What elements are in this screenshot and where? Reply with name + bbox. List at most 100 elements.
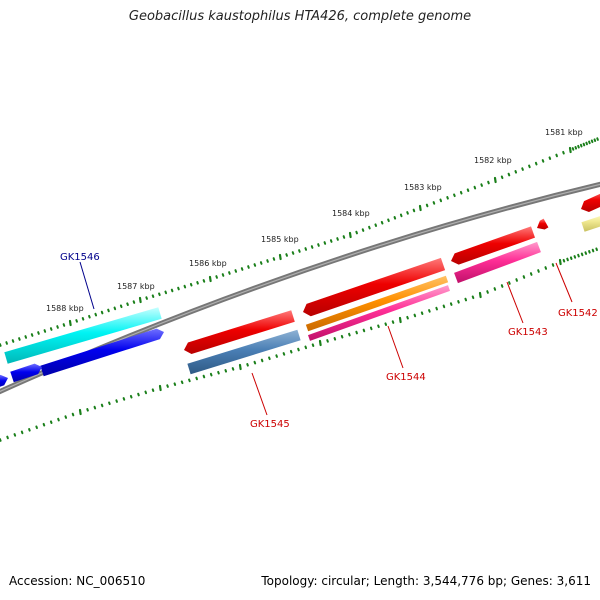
tick-dot [473, 185, 477, 190]
tick-dot [311, 343, 315, 347]
kbp-label: 1583 kbp [404, 183, 442, 192]
tick-dot [28, 428, 31, 432]
tick-dot [177, 286, 180, 291]
tick-dot [528, 164, 531, 169]
tick-dot [253, 263, 257, 267]
gene-blue-small-band [10, 363, 43, 383]
tick-major [418, 204, 422, 212]
tick-dot [209, 372, 213, 377]
tick-dot [151, 294, 155, 298]
tick-dot [246, 363, 249, 367]
tick-dot [361, 228, 365, 232]
tick-dot [487, 180, 490, 185]
kbp-label: 1581 kbp [545, 128, 583, 137]
tick-dot [304, 345, 308, 350]
tick-dot [480, 183, 483, 187]
tick-dot [562, 150, 565, 155]
tick-dot [57, 417, 60, 422]
gene-leader-line [387, 325, 404, 369]
gene-leader-line [506, 281, 524, 324]
tick-dot [577, 144, 580, 149]
tick-dot [507, 172, 511, 177]
tick-dot [234, 269, 238, 273]
tick-dot [362, 328, 366, 333]
tick-dot [137, 392, 140, 397]
gene-leader-line [79, 261, 95, 310]
tick-dot [166, 384, 169, 388]
tick-dot [355, 330, 358, 335]
tick-dot [49, 420, 53, 424]
tick-dot [500, 175, 504, 180]
tick-dot [435, 306, 438, 311]
genome-summary-text: Topology: circular; Length: 3,544,776 bp… [261, 574, 591, 588]
tick-dot [240, 267, 244, 271]
tick-dot [569, 256, 573, 260]
gene-gk1544-band [307, 285, 451, 341]
tick-dot [562, 258, 566, 263]
tick-dot [20, 430, 24, 435]
tick-dot [406, 315, 409, 320]
tick-dot [298, 249, 301, 253]
tick-dot [202, 374, 206, 379]
tick-major [238, 363, 242, 371]
tick-dot [566, 257, 569, 262]
tick-dot [37, 331, 40, 335]
tick-dot [439, 198, 443, 203]
tick-dot [522, 275, 526, 279]
tick-dot [413, 313, 417, 318]
tick-major [398, 316, 402, 324]
tick-dot [259, 261, 263, 265]
tick-dot [164, 290, 168, 295]
tick-dot [30, 333, 34, 337]
tick-dot [446, 196, 449, 200]
tick-dot [384, 322, 388, 326]
tick-dot [585, 141, 588, 146]
tick-dot [231, 367, 235, 371]
tick-dot [514, 170, 518, 174]
kbp-label: 1585 kbp [261, 235, 299, 244]
tick-dot [521, 167, 524, 171]
tick-dot [391, 320, 395, 324]
kbp-label: 1588 kbp [46, 304, 84, 313]
tick-dot [342, 235, 346, 239]
tick-dot [459, 190, 463, 195]
tick-dot [11, 339, 15, 343]
tick-dot [369, 326, 373, 331]
tick-dot [326, 339, 329, 343]
tick-dot [170, 288, 174, 293]
tick-dot [173, 382, 177, 386]
tick-dot [115, 399, 118, 403]
tick-dot [62, 323, 66, 327]
tick-dot [333, 337, 337, 341]
tick-dot [571, 147, 575, 151]
genome-title: Geobacillus kaustophilus HTA426, complet… [128, 9, 472, 24]
tick-dot [580, 252, 584, 257]
tick-dot [548, 156, 552, 160]
tick-dot [590, 139, 594, 144]
tick-dot [588, 250, 591, 254]
tick-dot [268, 356, 271, 361]
tick-dot [126, 302, 129, 306]
tick-dot [544, 266, 548, 270]
tick-dot [310, 245, 314, 249]
tick-dot [340, 334, 344, 339]
tick-dot [317, 243, 320, 247]
tick-dot [196, 281, 199, 285]
tick-dot [285, 253, 288, 257]
tick-dot [108, 401, 111, 406]
tick-dot [13, 433, 17, 437]
tick-dot [595, 247, 598, 252]
gene-label: GK1545 [250, 419, 290, 430]
tick-dot [86, 408, 89, 412]
tick-dot [399, 213, 403, 218]
gene-gk1545-band [187, 329, 301, 375]
tick-major [138, 296, 142, 304]
gene-orange-band [305, 275, 449, 332]
tick-dot [486, 290, 489, 294]
tick-dot [406, 211, 409, 215]
tick-dot [94, 312, 98, 317]
gene-gk1543-band [454, 241, 541, 284]
tick-dot [368, 225, 371, 230]
tick-dot [75, 319, 78, 323]
